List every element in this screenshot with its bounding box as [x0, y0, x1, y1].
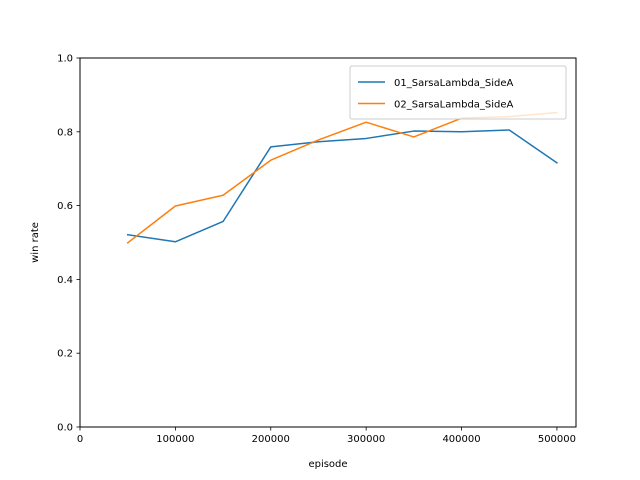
- y-tick-label: 0.2: [57, 349, 73, 360]
- y-tick-label: 0.0: [57, 423, 73, 434]
- y-tick-label: 0.6: [57, 201, 73, 212]
- x-axis-ticks: 0 100000 200000 300000 400000 500000: [77, 427, 576, 445]
- y-tick-label: 0.4: [57, 275, 73, 286]
- x-tick-label: 300000: [347, 434, 385, 445]
- y-tick-label: 0.8: [57, 127, 73, 138]
- series-line-1: [126, 129, 558, 243]
- legend: 01_SarsaLambda_SideA 02_SarsaLambda_SideA: [349, 65, 567, 120]
- legend-box: [349, 65, 567, 120]
- y-axis-label: win rate: [30, 222, 41, 263]
- legend-label-1: 01_SarsaLambda_SideA: [394, 78, 514, 89]
- x-tick-label: 0: [77, 434, 83, 445]
- plot-frame: [79, 57, 577, 428]
- y-tick-label: 1.0: [57, 54, 73, 65]
- x-tick-label: 400000: [442, 434, 480, 445]
- legend-label-2: 02_SarsaLambda_SideA: [394, 100, 514, 111]
- x-tick-label: 200000: [252, 434, 290, 445]
- x-axis-label: episode: [308, 459, 347, 470]
- x-tick-label: 100000: [156, 434, 194, 445]
- x-tick-label: 500000: [538, 434, 576, 445]
- y-axis-ticks: 0.0 0.2 0.4 0.6 0.8 1.0: [57, 54, 80, 434]
